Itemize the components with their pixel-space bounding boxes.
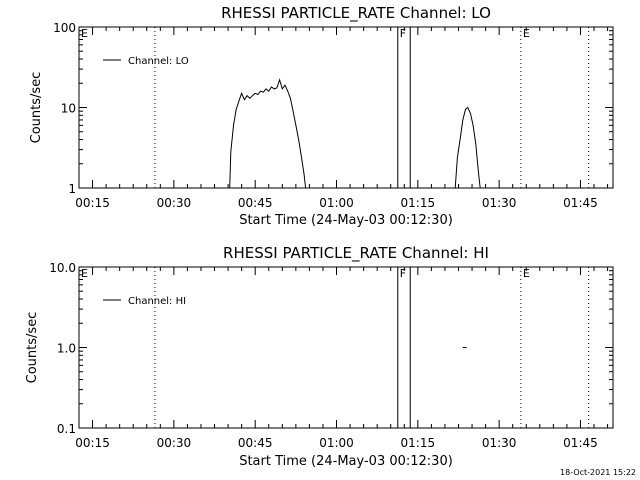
panel2-y-tick-label: 1.0 xyxy=(57,342,76,356)
panel1-chart-title: RHESSI PARTICLE_RATE Channel: LO xyxy=(221,4,491,23)
panel2-x-tick-label: 01:00 xyxy=(319,436,354,450)
panel2-chart-title: RHESSI PARTICLE_RATE Channel: HI xyxy=(223,244,489,263)
panel2-x-tick-label: 00:15 xyxy=(75,436,110,450)
panel1-legend-label: Channel: LO xyxy=(128,56,189,67)
panel2-marker-label: E xyxy=(523,267,530,280)
panel2-x-tick-label: 00:45 xyxy=(238,436,273,450)
panel1-x-tick-label: 01:15 xyxy=(401,196,436,210)
panel1-x-tick-label: 00:45 xyxy=(238,196,273,210)
panel2-x-tick-label: 01:15 xyxy=(401,436,436,450)
panel1-y-tick-label: 1 xyxy=(68,182,76,196)
panel1-y-tick-label: 10 xyxy=(61,102,76,116)
panel2-y-axis-label: Counts/sec xyxy=(25,312,40,384)
panel2-marker-label: F xyxy=(400,267,406,280)
panel1-marker-label: F xyxy=(400,27,406,40)
panel2-x-tick-label: 01:30 xyxy=(482,436,517,450)
panel1-x-tick-label: 00:15 xyxy=(75,196,110,210)
panel1-plot-frame xyxy=(78,26,614,189)
panel2-y-tick-label: 10.0 xyxy=(49,261,76,275)
panel2-marker-label: E xyxy=(81,267,88,280)
panel1-series-line xyxy=(229,78,307,189)
footer-timestamp: 18-Oct-2021 15:22 xyxy=(560,468,636,477)
panel1-marker-label: E xyxy=(81,27,88,40)
panel1-x-tick-label: 01:45 xyxy=(563,196,598,210)
panel1-series-line xyxy=(454,106,481,189)
panel2-x-tick-label: 01:45 xyxy=(563,436,598,450)
panel1-x-tick-label: 01:30 xyxy=(482,196,517,210)
panel2-plot-frame xyxy=(78,266,614,429)
panel2-x-axis-label: Start Time (24-May-03 00:12:30) xyxy=(239,454,453,469)
panel1-y-axis-label: Counts/sec xyxy=(29,72,44,144)
panel2-legend-label: Channel: HI xyxy=(128,296,186,307)
panel1-x-tick-label: 01:00 xyxy=(319,196,354,210)
panel1-x-tick-label: 00:30 xyxy=(157,196,192,210)
panel2-y-tick-label: 0.1 xyxy=(57,422,76,436)
panel1-x-axis-label: Start Time (24-May-03 00:12:30) xyxy=(239,213,453,228)
panel1-y-tick-label: 100 xyxy=(53,21,76,35)
panel2-x-tick-label: 00:30 xyxy=(157,436,192,450)
panel1-marker-label: E xyxy=(523,27,530,40)
